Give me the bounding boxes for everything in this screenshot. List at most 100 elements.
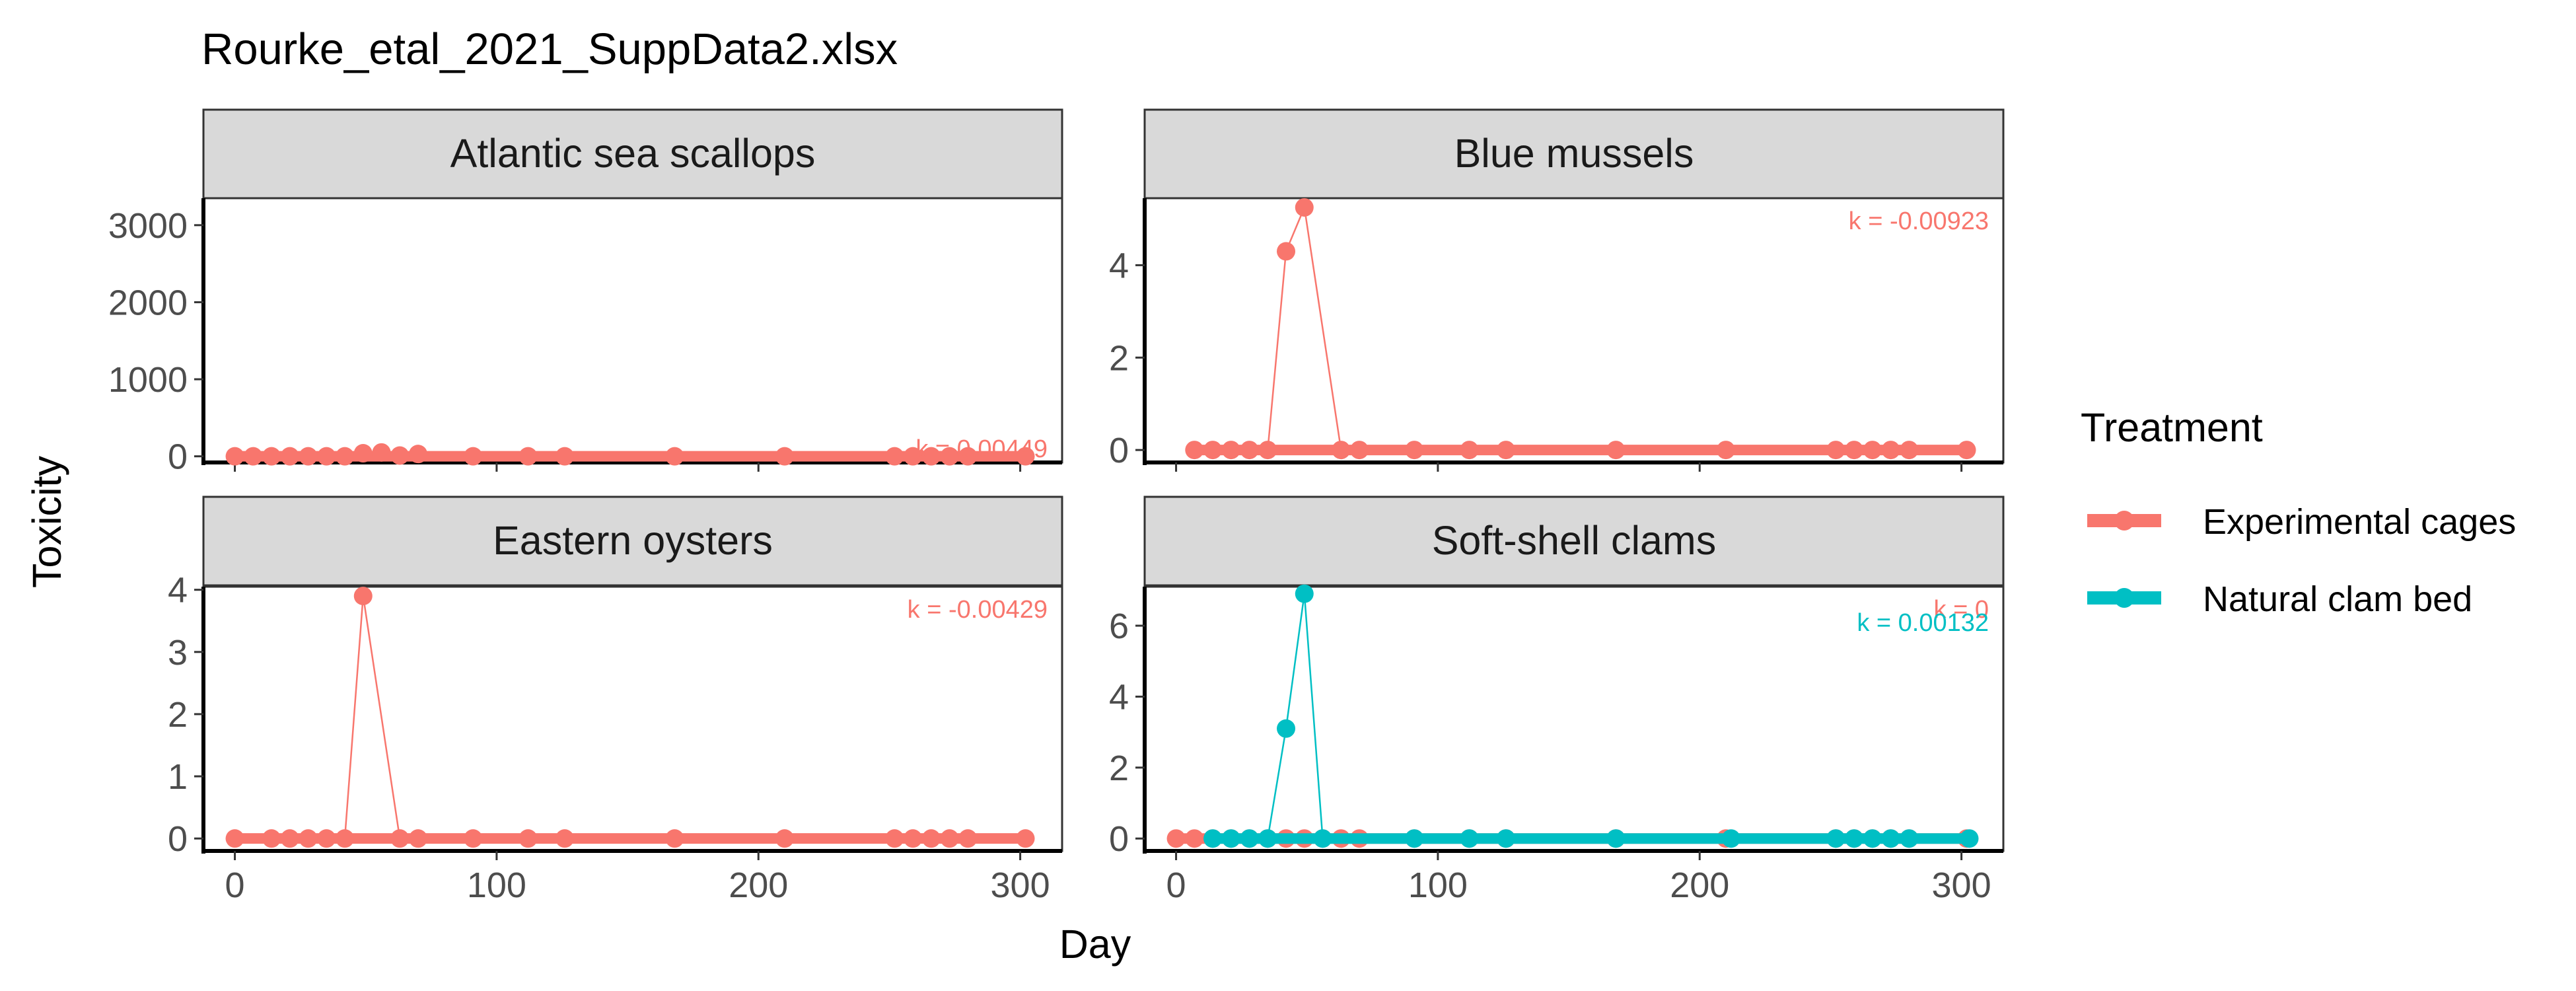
data-point-soft-shell-clams-natural-clam-bed bbox=[1960, 829, 1978, 848]
data-point-atlantic-sea-scallops-experimental-cages bbox=[281, 447, 299, 466]
data-point-eastern-oysters-experimental-cages bbox=[775, 829, 794, 848]
y-axis-title: Toxicity bbox=[24, 456, 69, 588]
data-point-soft-shell-clams-natural-clam-bed bbox=[1497, 829, 1515, 848]
data-point-eastern-oysters-experimental-cages bbox=[354, 587, 373, 605]
data-point-atlantic-sea-scallops-experimental-cages bbox=[317, 447, 336, 466]
data-point-blue-mussels-experimental-cages bbox=[1203, 441, 1222, 459]
data-point-blue-mussels-experimental-cages bbox=[1405, 441, 1423, 459]
x-axis-title: Day bbox=[1059, 922, 1131, 967]
data-point-eastern-oysters-experimental-cages bbox=[665, 829, 684, 848]
data-point-atlantic-sea-scallops-experimental-cages bbox=[665, 447, 684, 466]
data-point-soft-shell-clams-natural-clam-bed bbox=[1845, 829, 1863, 848]
data-point-blue-mussels-experimental-cages bbox=[1258, 441, 1277, 459]
k-label-blue-mussels-experimental-cages: k = -0.00923 bbox=[1849, 207, 1989, 235]
k-label-eastern-oysters-experimental-cages: k = -0.00429 bbox=[908, 596, 1048, 624]
data-point-soft-shell-clams-natural-clam-bed bbox=[1277, 719, 1295, 738]
data-point-atlantic-sea-scallops-experimental-cages bbox=[354, 444, 373, 462]
y-tick-label-soft-shell-clams: 2 bbox=[1109, 749, 1129, 788]
k-label-soft-shell-clams-natural-clam-bed: k = 0.00132 bbox=[1857, 609, 1989, 637]
data-point-atlantic-sea-scallops-experimental-cages bbox=[775, 447, 794, 466]
data-point-eastern-oysters-experimental-cages bbox=[519, 829, 537, 848]
data-point-soft-shell-clams-natural-clam-bed bbox=[1314, 829, 1332, 848]
data-point-blue-mussels-experimental-cages bbox=[1863, 441, 1882, 459]
panel-border-blue-mussels bbox=[1145, 198, 2003, 462]
data-point-atlantic-sea-scallops-experimental-cages bbox=[390, 447, 409, 465]
data-point-atlantic-sea-scallops-experimental-cages bbox=[262, 447, 281, 466]
data-point-eastern-oysters-experimental-cages bbox=[299, 829, 318, 848]
data-point-soft-shell-clams-natural-clam-bed bbox=[1722, 829, 1740, 848]
data-point-atlantic-sea-scallops-experimental-cages bbox=[409, 445, 427, 463]
x-tick-label-soft-shell-clams: 300 bbox=[1932, 865, 1991, 905]
data-point-atlantic-sea-scallops-experimental-cages bbox=[226, 447, 244, 466]
data-point-blue-mussels-experimental-cages bbox=[1606, 441, 1625, 459]
legend-key-point-natural-clam-bed bbox=[2114, 588, 2134, 608]
y-tick-label-eastern-oysters: 4 bbox=[168, 571, 188, 610]
data-point-blue-mussels-experimental-cages bbox=[1900, 441, 1918, 459]
data-point-blue-mussels-experimental-cages bbox=[1332, 441, 1350, 459]
data-point-eastern-oysters-experimental-cages bbox=[317, 829, 336, 848]
x-tick-label-soft-shell-clams: 0 bbox=[1166, 865, 1186, 905]
data-point-blue-mussels-experimental-cages bbox=[1222, 441, 1240, 459]
x-tick-label-soft-shell-clams: 200 bbox=[1670, 865, 1729, 905]
data-point-eastern-oysters-experimental-cages bbox=[922, 829, 941, 848]
x-tick-label-eastern-oysters: 300 bbox=[991, 865, 1050, 905]
y-tick-label-blue-mussels: 2 bbox=[1109, 338, 1129, 378]
data-point-atlantic-sea-scallops-experimental-cages bbox=[555, 447, 574, 466]
data-point-atlantic-sea-scallops-experimental-cages bbox=[244, 447, 262, 466]
data-point-eastern-oysters-experimental-cages bbox=[409, 829, 427, 848]
y-tick-label-atlantic-sea-scallops: 2000 bbox=[108, 283, 188, 322]
data-point-blue-mussels-experimental-cages bbox=[1826, 441, 1845, 459]
y-tick-label-atlantic-sea-scallops: 1000 bbox=[108, 360, 188, 400]
y-tick-label-soft-shell-clams: 4 bbox=[1109, 677, 1129, 717]
y-tick-label-eastern-oysters: 2 bbox=[168, 695, 188, 735]
data-point-soft-shell-clams-natural-clam-bed bbox=[1882, 829, 1900, 848]
y-tick-label-soft-shell-clams: 6 bbox=[1109, 606, 1129, 646]
data-point-soft-shell-clams-natural-clam-bed bbox=[1460, 829, 1478, 848]
data-point-soft-shell-clams-natural-clam-bed bbox=[1900, 829, 1918, 848]
data-point-blue-mussels-experimental-cages bbox=[1882, 441, 1900, 459]
data-point-soft-shell-clams-natural-clam-bed bbox=[1222, 829, 1240, 848]
data-point-blue-mussels-experimental-cages bbox=[1460, 441, 1478, 459]
panel-soft-shell-clams: Soft-shell clams02460 100 200 300k = 0k = 0… bbox=[1109, 497, 2003, 905]
data-point-eastern-oysters-experimental-cages bbox=[390, 829, 409, 848]
legend-entry-natural-clam-bed: Natural clam bed bbox=[2087, 579, 2472, 619]
y-tick-label-soft-shell-clams: 0 bbox=[1109, 819, 1129, 859]
data-point-blue-mussels-experimental-cages bbox=[1350, 441, 1369, 459]
data-point-soft-shell-clams-natural-clam-bed bbox=[1295, 585, 1314, 603]
strip-label-atlantic-sea-scallops: Atlantic sea scallops bbox=[450, 131, 816, 176]
data-point-eastern-oysters-experimental-cages bbox=[958, 829, 977, 848]
data-point-eastern-oysters-experimental-cages bbox=[226, 829, 244, 848]
x-tick-label-eastern-oysters: 0 bbox=[225, 865, 245, 905]
data-point-eastern-oysters-experimental-cages bbox=[1017, 829, 1035, 848]
panel-atlantic-sea-scallops: Atlantic sea scallops 0 1000 2000 3000 k = 0.… bbox=[108, 110, 1062, 477]
data-point-eastern-oysters-experimental-cages bbox=[464, 829, 482, 848]
legend-label-experimental-cages: Experimental cages bbox=[2203, 502, 2516, 542]
data-point-soft-shell-clams-natural-clam-bed bbox=[1240, 829, 1259, 848]
data-point-blue-mussels-experimental-cages bbox=[1497, 441, 1515, 459]
legend-label-natural-clam-bed: Natural clam bed bbox=[2203, 579, 2472, 619]
data-point-atlantic-sea-scallops-experimental-cages bbox=[464, 447, 482, 466]
data-point-blue-mussels-experimental-cages bbox=[1958, 441, 1976, 459]
y-tick-label-blue-mussels: 4 bbox=[1109, 246, 1129, 285]
panel-blue-mussels: Blue mussels 0 2 4 k = -0.00923 bbox=[1109, 110, 2003, 472]
k-label-atlantic-sea-scallops-experimental-cages: k = 0.00449 bbox=[915, 435, 1048, 463]
data-point-blue-mussels-experimental-cages bbox=[1845, 441, 1863, 459]
data-point-blue-mussels-experimental-cages bbox=[1277, 242, 1295, 260]
panel-border-eastern-oysters bbox=[203, 587, 1062, 851]
x-tick-label-eastern-oysters: 200 bbox=[729, 865, 788, 905]
legend-key-point-experimental-cages bbox=[2114, 511, 2134, 531]
chart-title: Rourke_etal_2021_SuppData2.xlsx bbox=[201, 24, 898, 74]
data-point-eastern-oysters-experimental-cages bbox=[904, 829, 922, 848]
data-point-blue-mussels-experimental-cages bbox=[1717, 441, 1735, 459]
data-point-atlantic-sea-scallops-experimental-cages bbox=[519, 447, 537, 466]
data-point-soft-shell-clams-experimental-cages bbox=[1167, 829, 1186, 848]
data-point-atlantic-sea-scallops-experimental-cages bbox=[885, 447, 904, 466]
y-tick-label-eastern-oysters: 3 bbox=[168, 633, 188, 673]
data-point-blue-mussels-experimental-cages bbox=[1185, 441, 1203, 459]
y-tick-label-eastern-oysters: 1 bbox=[168, 757, 188, 797]
x-tick-label-soft-shell-clams: 100 bbox=[1408, 865, 1468, 905]
legend-title: Treatment bbox=[2081, 405, 2263, 450]
data-point-eastern-oysters-experimental-cages bbox=[555, 829, 574, 848]
